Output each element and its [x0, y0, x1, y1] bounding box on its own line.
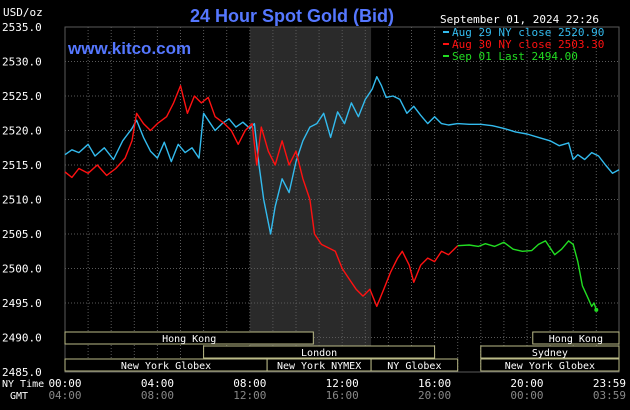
ny-time-label: NY Time — [2, 379, 44, 390]
y-tick-label: 2515.0 — [2, 159, 42, 172]
session-bar — [370, 358, 459, 372]
legend-entry: Aug 29 NY close 2520.90 — [452, 26, 604, 39]
y-tick-label: 2520.0 — [2, 125, 42, 138]
x-tick-ny: 20:00 — [510, 377, 543, 390]
y-tick-label: 2530.0 — [2, 56, 42, 69]
session-bar — [532, 331, 620, 345]
series-line-1 — [64, 76, 620, 235]
y-tick-label: 2510.0 — [2, 194, 42, 207]
session-label: Sydney — [532, 348, 568, 359]
x-tick-gmt: 00:00 — [510, 389, 543, 402]
y-tick-label: 2500.0 — [2, 263, 42, 276]
x-tick-ny: 16:00 — [418, 377, 451, 390]
y-tick-label: 2525.0 — [2, 90, 42, 103]
timestamp: September 01, 2024 22:26 — [440, 13, 599, 26]
session-label: New York Globex — [505, 361, 595, 372]
legend-entry: Sep 01 Last 2494.00 — [452, 50, 578, 63]
kitco-watermark: www.kitco.com — [67, 39, 191, 58]
chart-title: 24 Hour Spot Gold (Bid) — [190, 6, 394, 26]
session-bar — [480, 358, 620, 372]
session-bar — [203, 345, 436, 359]
last-price-point — [594, 307, 599, 312]
x-tick-ny: 00:00 — [48, 377, 81, 390]
y-tick-label: 2505.0 — [2, 228, 42, 241]
y-tick-label: 2495.0 — [2, 297, 42, 310]
y-tick-label: 2535.0 — [2, 21, 42, 34]
unit-label: USD/oz — [3, 6, 43, 19]
gmt-label: GMT — [10, 391, 28, 402]
session-label: New York NYMEX — [277, 361, 361, 372]
x-tick-ny: 08:00 — [233, 377, 266, 390]
x-tick-ny: 23:59 — [593, 377, 626, 390]
session-bar — [64, 331, 314, 345]
plot-frame — [64, 26, 620, 373]
session-label: Hong Kong — [162, 334, 216, 345]
x-tick-gmt: 08:00 — [141, 389, 174, 402]
session-label: London — [301, 348, 337, 359]
session-label: NY Globex — [387, 361, 441, 372]
x-tick-gmt: 20:00 — [418, 389, 451, 402]
x-tick-gmt: 04:00 — [48, 389, 81, 402]
series-line-3 — [457, 240, 597, 311]
x-tick-ny: 04:00 — [141, 377, 174, 390]
x-tick-gmt: 16:00 — [326, 389, 359, 402]
y-tick-label: 2490.0 — [2, 332, 42, 345]
x-tick-gmt: 03:59 — [593, 389, 626, 402]
y-tick-label: 2485.0 — [2, 366, 42, 379]
session-bar — [480, 345, 620, 359]
x-tick-ny: 12:00 — [326, 377, 359, 390]
legend-entry: Aug 30 NY close 2503.30 — [452, 38, 604, 51]
x-tick-gmt: 12:00 — [233, 389, 266, 402]
session-label: Hong Kong — [549, 334, 603, 345]
session-label: New York Globex — [121, 361, 211, 372]
series-line-2 — [64, 85, 459, 308]
